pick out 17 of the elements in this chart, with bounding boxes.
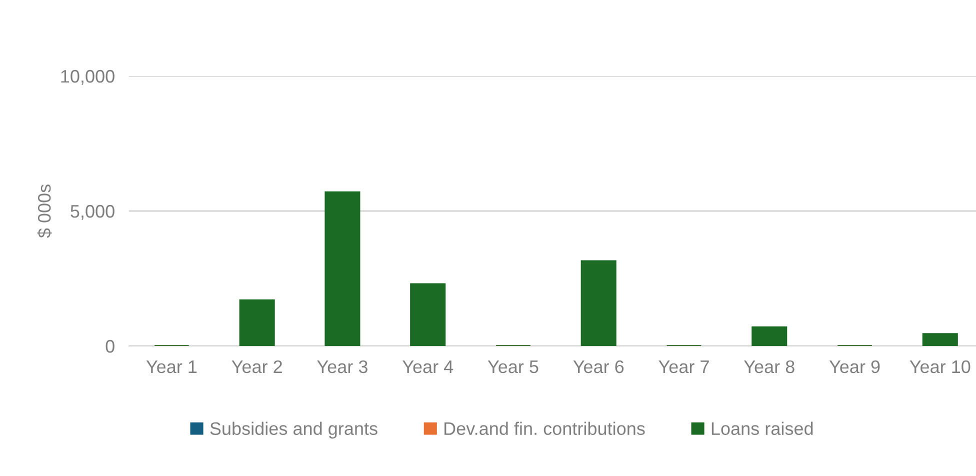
x-tick-label: Year 1 bbox=[146, 360, 197, 374]
x-tick-label: Year 5 bbox=[488, 360, 538, 374]
x-tick-label: Year 3 bbox=[317, 360, 368, 374]
legend-label: Dev.and fin. contributions bbox=[444, 422, 645, 436]
x-tick-label: Year 4 bbox=[402, 360, 454, 374]
y-tick-label: 0 bbox=[106, 340, 114, 353]
x-tick-label: Year 2 bbox=[232, 360, 282, 374]
x-tick-label: Year 10 bbox=[910, 360, 970, 374]
x-tick-label: Year 9 bbox=[829, 360, 880, 374]
legend-label: Subsidies and grants bbox=[210, 422, 378, 439]
x-tick-label: Year 6 bbox=[573, 360, 624, 374]
x-tick-label: Year 8 bbox=[744, 360, 794, 374]
y-axis-title: $ 000s bbox=[37, 184, 52, 238]
y-tick-label: 10,000 bbox=[61, 70, 114, 85]
y-tick-label: 5,000 bbox=[70, 204, 114, 220]
x-tick-label: Year 7 bbox=[658, 360, 709, 374]
legend-label: Loans raised bbox=[712, 422, 813, 436]
